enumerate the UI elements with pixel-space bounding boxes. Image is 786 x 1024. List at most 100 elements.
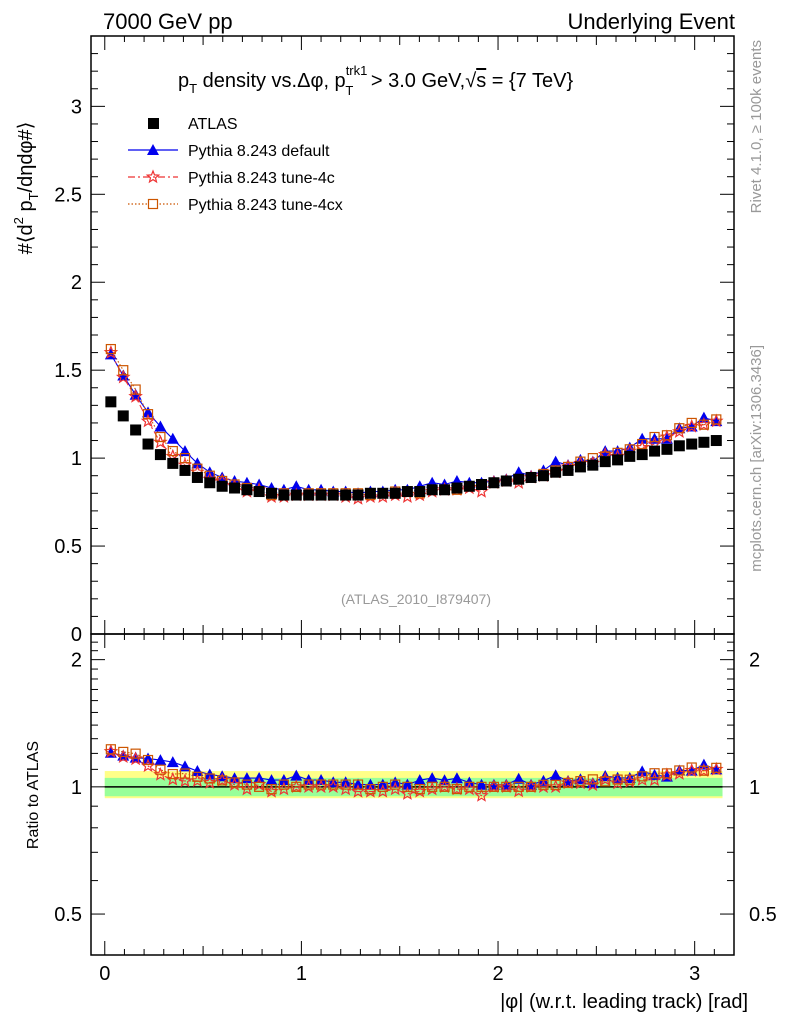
ratio-point-pythia-8-243-tune-4cx xyxy=(278,779,289,790)
point-atlas xyxy=(574,461,586,473)
point-pythia-8-243-default xyxy=(636,432,649,444)
ratio-point-pythia-8-243-tune-4cx xyxy=(575,776,586,787)
legend-marker-atlas xyxy=(148,118,159,129)
point-atlas xyxy=(253,486,265,498)
header-left: 7000 GeV pp xyxy=(103,9,233,34)
ratio-point-pythia-8-243-default xyxy=(352,778,365,790)
ratio-frame xyxy=(90,633,735,956)
point-atlas xyxy=(191,471,203,483)
ratio-point-pythia-8-243-tune-4cx xyxy=(155,764,166,775)
point-atlas xyxy=(105,396,117,408)
y-tick-label: 0 xyxy=(71,624,82,646)
ratio-point-pythia-8-243-tune-4cx xyxy=(464,781,475,792)
analysis-watermark: (ATLAS_2010_I879407) xyxy=(341,591,491,607)
ratio-point-pythia-8-243-tune-4cx xyxy=(303,779,314,790)
ratio-point-pythia-8-243-tune-4cx xyxy=(340,779,351,790)
ratio-tick-label: 2 xyxy=(71,650,82,672)
ratio-point-pythia-8-243-default xyxy=(599,769,612,781)
point-pythia-8-243-tune-4cx xyxy=(130,384,141,395)
chart-title: pT density vs.Δφ, ptrk1 T > 3.0 GeV,√s = … xyxy=(178,63,573,98)
point-atlas xyxy=(327,489,339,501)
ratio-point-pythia-8-243-tune-4cx xyxy=(686,762,697,773)
x-tick-label: 0 xyxy=(99,963,110,985)
legend-item-default: Pythia 8.243 default xyxy=(128,143,330,160)
ratio-point-pythia-8-243-tune-4cx xyxy=(661,768,673,779)
ratio-tick-label-right: 0.5 xyxy=(749,904,777,926)
point-atlas xyxy=(303,489,315,501)
ratio-point-pythia-8-243-tune-4cx xyxy=(142,754,154,766)
legend: ATLAS Pythia 8.243 default Pythia 8.243 … xyxy=(128,116,343,214)
legend-label-tune4c: Pythia 8.243 tune-4c xyxy=(188,170,335,187)
main-axis-ticks: 0 0.5 1 1.5 2 2.5 3 xyxy=(54,35,734,646)
ratio-point-pythia-8-243-tune-4cx xyxy=(427,781,438,792)
legend-item-atlas: ATLAS xyxy=(148,116,238,133)
series-line-pythia-8-243-tune-4cx xyxy=(110,348,717,496)
point-atlas xyxy=(154,449,166,461)
ratio-point-pythia-8-243-tune-4cx xyxy=(476,781,487,792)
ratio-point-pythia-8-243-tune-4cx xyxy=(179,768,191,779)
title-sup: trk1 xyxy=(346,63,368,78)
ratio-tick-label: 0.5 xyxy=(54,904,82,926)
legend-item-tune4c: Pythia 8.243 tune-4c xyxy=(128,169,335,187)
ratio-axis-ticks: 0 1 2 3 0.5 0.5 1 1 2 2 xyxy=(54,633,777,985)
point-atlas xyxy=(352,489,364,501)
ratio-point-pythia-8-243-tune-4cx xyxy=(118,746,129,758)
point-atlas xyxy=(550,466,562,478)
y-tick-label: 2.5 xyxy=(54,184,82,206)
ratio-tick-label: 1 xyxy=(71,777,82,799)
x-tick-label: 2 xyxy=(492,963,503,985)
ylabel-sup: 2 xyxy=(11,217,26,224)
ylabel-a: #⟨d xyxy=(15,224,37,254)
ratio-point-pythia-8-243-tune-4cx xyxy=(451,783,463,795)
point-atlas xyxy=(278,489,290,501)
point-atlas xyxy=(612,454,624,466)
ratio-point-pythia-8-243-tune-4c xyxy=(474,788,489,802)
point-pythia-8-243-tune-4cx xyxy=(105,343,116,355)
ratio-point-pythia-8-243-tune-4cx xyxy=(192,771,203,782)
point-atlas xyxy=(340,489,352,501)
ratio-point-pythia-8-243-tune-4cx xyxy=(637,771,648,782)
point-atlas xyxy=(525,471,537,483)
point-pythia-8-243-tune-4cx xyxy=(686,417,697,429)
ratio-point-pythia-8-243-tune-4cx xyxy=(674,765,685,776)
title-sqrt: √ xyxy=(465,70,476,92)
point-atlas xyxy=(315,489,327,501)
point-pythia-8-243-tune-4cx xyxy=(649,431,660,443)
ratio-point-pythia-8-243-tune-4cx xyxy=(377,781,388,792)
title-rest3: = {7 TeV} xyxy=(486,70,573,92)
title-s: s xyxy=(476,70,486,92)
point-atlas xyxy=(179,464,191,476)
ratio-point-pythia-8-243-tune-4cx xyxy=(513,781,524,792)
ratio-point-pythia-8-243-tune-4cx xyxy=(315,779,327,790)
ratio-point-pythia-8-243-tune-4cx xyxy=(352,779,364,790)
point-atlas xyxy=(649,445,661,457)
point-atlas xyxy=(167,457,179,469)
ratio-point-pythia-8-243-tune-4cx xyxy=(167,768,178,780)
legend-marker-tune4cx xyxy=(147,198,159,210)
point-atlas xyxy=(216,480,228,492)
point-atlas xyxy=(389,487,401,499)
point-pythia-8-243-default xyxy=(142,406,155,418)
ratio-point-pythia-8-243-tune-4cx xyxy=(390,779,401,790)
title-sub-T: T xyxy=(189,81,197,96)
point-pythia-8-243-default xyxy=(290,480,303,492)
ratio-point-pythia-8-243-tune-4cx xyxy=(241,779,253,790)
point-atlas xyxy=(463,480,475,492)
ratio-point-pythia-8-243-tune-4cx xyxy=(649,768,660,779)
point-atlas xyxy=(476,479,488,490)
legend-marker-default xyxy=(147,144,159,155)
point-atlas xyxy=(204,477,216,489)
ratio-point-pythia-8-243-tune-4cx xyxy=(439,781,450,792)
point-pythia-8-243-default xyxy=(673,422,686,434)
ratio-point-pythia-8-243-default xyxy=(166,756,179,768)
point-pythia-8-243-tune-4cx xyxy=(142,409,154,420)
point-atlas xyxy=(414,486,426,498)
y-tick-label: 1.5 xyxy=(54,360,82,382)
point-pythia-8-243-tune-4cx xyxy=(661,430,673,441)
point-atlas xyxy=(661,443,673,455)
ratio-point-pythia-8-243-tune-4c xyxy=(177,773,193,788)
title-rest1: density vs.Δφ, p xyxy=(197,70,346,92)
point-atlas xyxy=(599,456,611,468)
point-atlas xyxy=(130,424,142,436)
x-tick-label: 3 xyxy=(689,963,700,985)
